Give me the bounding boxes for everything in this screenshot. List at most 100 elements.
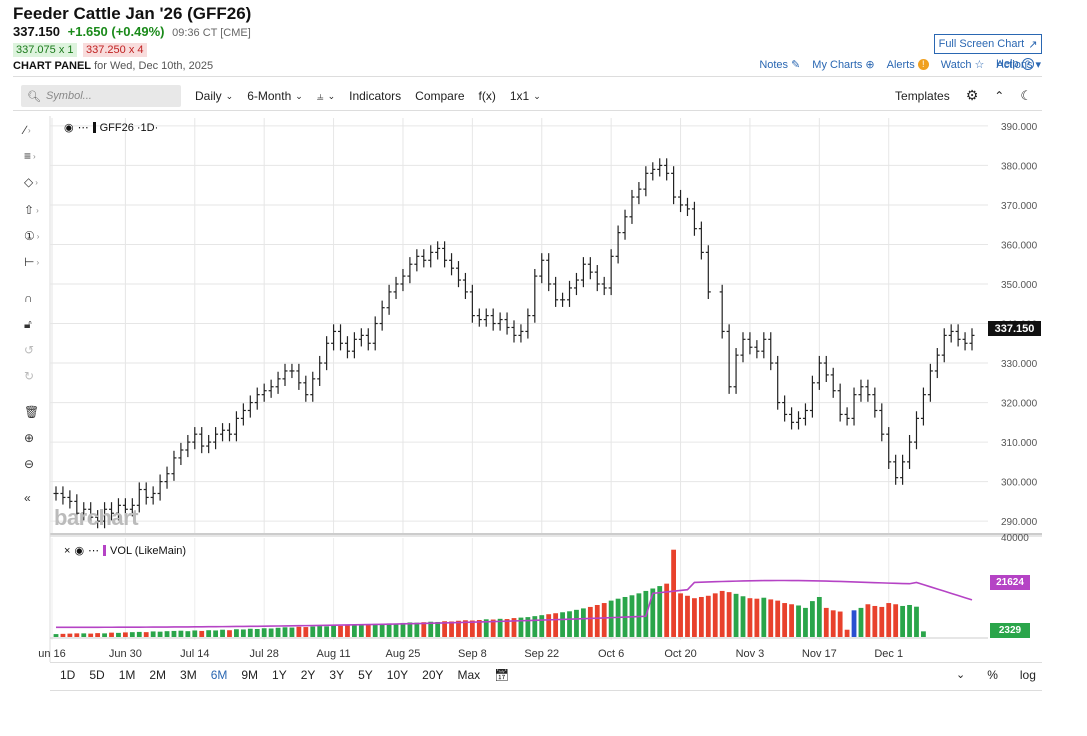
ohlc-bar bbox=[858, 379, 864, 402]
full-screen-chart-button[interactable]: Full Screen Chart ↗ bbox=[934, 34, 1042, 54]
watch-link[interactable]: Watch ☆ bbox=[941, 58, 985, 72]
range-dropdown[interactable]: 6-Month ⌄ bbox=[247, 89, 303, 103]
shape-tool[interactable]: ◇ › bbox=[24, 172, 50, 192]
chevron-down-icon: ⌄ bbox=[327, 90, 336, 101]
volume-bar bbox=[872, 605, 878, 637]
volume-bars bbox=[50, 549, 988, 639]
fib-tool[interactable]: ≡ › bbox=[24, 146, 50, 166]
volume-bar bbox=[712, 593, 718, 637]
volume-bar bbox=[705, 595, 711, 637]
volume-bar bbox=[365, 624, 371, 637]
ohlc-bar bbox=[684, 197, 690, 217]
period-5d[interactable]: 5D bbox=[89, 668, 105, 682]
ohlc-bar bbox=[789, 407, 795, 430]
collapse-up-icon[interactable]: ⌃ bbox=[994, 88, 1005, 103]
x-tick-label: Aug 25 bbox=[386, 648, 421, 660]
dark-mode-moon-icon[interactable]: ☾ bbox=[1020, 87, 1032, 103]
volume-bar bbox=[601, 603, 607, 637]
ohlc-bar bbox=[150, 486, 156, 505]
ohlc-bar bbox=[615, 225, 621, 264]
settings-gear-icon[interactable]: ⚙ bbox=[965, 87, 979, 103]
period-3y[interactable]: 3Y bbox=[329, 668, 345, 682]
y-tick-label: 370.000 bbox=[1001, 201, 1038, 212]
symbol-search-input[interactable]: 🔍︎ Symbol... bbox=[21, 85, 181, 107]
magnet-tool[interactable]: ∩ bbox=[24, 288, 50, 308]
layout-dropdown[interactable]: 1x1 ⌄ bbox=[510, 89, 541, 103]
period-6m[interactable]: 6M bbox=[210, 668, 228, 682]
lock-tool[interactable]: 🔓︎ bbox=[24, 314, 50, 334]
ohlc-bar bbox=[261, 383, 267, 402]
volume-bar bbox=[122, 632, 128, 637]
redo-tool[interactable]: ↻ bbox=[24, 366, 50, 386]
zoom-in-tool[interactable]: ⊕ bbox=[24, 428, 50, 448]
delete-tool[interactable]: 🗑︎ bbox=[24, 402, 50, 422]
ohlc-bar bbox=[331, 324, 337, 351]
period-1d[interactable]: 1D bbox=[60, 668, 76, 682]
ohlc-bar bbox=[553, 276, 559, 307]
period-9m[interactable]: 9M bbox=[241, 668, 259, 682]
period-max[interactable]: Max bbox=[457, 668, 481, 682]
help-link[interactable]: Help ? bbox=[996, 58, 1034, 70]
time-axis: un 16 Jun 30 Jul 14 Jul 28 Aug 11 Aug 25 Sep 8… bbox=[38, 648, 903, 660]
notes-link[interactable]: Notes ✎ bbox=[759, 58, 800, 72]
period-20y[interactable]: 20Y bbox=[422, 668, 444, 682]
ohlc-bar bbox=[247, 395, 253, 418]
volume-bar bbox=[206, 630, 212, 637]
period-1m[interactable]: 1M bbox=[118, 668, 136, 682]
alerts-link[interactable]: Alerts! bbox=[887, 59, 929, 71]
close-icon[interactable]: × bbox=[64, 544, 71, 557]
period-1y[interactable]: 1Y bbox=[272, 668, 287, 682]
period-10y[interactable]: 10Y bbox=[386, 668, 409, 682]
measure-tool[interactable]: ⊢ › bbox=[24, 252, 50, 272]
expand-down-icon[interactable]: ⌄ bbox=[956, 669, 966, 681]
volume-pane-label[interactable]: × ◉ ⋯ VOL (LikeMain) bbox=[64, 544, 186, 558]
log-scale-toggle[interactable]: log bbox=[1019, 668, 1036, 682]
ohlc-bar bbox=[504, 312, 510, 335]
price-change: +1.650 (+0.49%) bbox=[67, 24, 165, 39]
alerts-label: Alerts bbox=[886, 58, 915, 71]
my-charts-link[interactable]: My Charts ⊕ bbox=[812, 58, 874, 72]
period-5y[interactable]: 5Y bbox=[358, 668, 373, 682]
volume-bar bbox=[525, 617, 531, 637]
ohlc-bar bbox=[796, 411, 802, 430]
period-2m[interactable]: 2M bbox=[149, 668, 167, 682]
zoom-out-tool[interactable]: ⊖ bbox=[24, 454, 50, 474]
main-pane-label[interactable]: ◉ ⋯ GFF26 ·1D· bbox=[64, 121, 158, 135]
arrow-tool[interactable]: ⇧ › bbox=[24, 200, 50, 220]
ohlc-bar bbox=[740, 332, 746, 363]
pencil-icon: ↗ bbox=[1028, 38, 1038, 51]
calendar-icon[interactable]: 📅︎ bbox=[494, 668, 510, 682]
ohlc-bar bbox=[344, 336, 350, 359]
indicators-button[interactable]: Indicators bbox=[349, 89, 402, 103]
ohlc-bar bbox=[913, 411, 919, 450]
ohlc-bar bbox=[60, 486, 66, 505]
volume-bar bbox=[220, 629, 225, 637]
trendline-tool[interactable]: ∕ › bbox=[24, 120, 50, 140]
volume-bar bbox=[518, 617, 524, 637]
compare-button[interactable]: Compare bbox=[415, 89, 465, 103]
period-3m[interactable]: 3M bbox=[180, 668, 197, 682]
volume-bar bbox=[213, 630, 219, 637]
volume-bar bbox=[289, 627, 295, 637]
volume-bar bbox=[497, 618, 503, 637]
ohlc-bar bbox=[608, 249, 614, 296]
collapse-tools[interactable]: « bbox=[24, 488, 50, 508]
annotation-tool[interactable]: ① › bbox=[24, 226, 50, 246]
interval-dropdown[interactable]: Daily ⌄ bbox=[195, 89, 233, 103]
volume-bar bbox=[102, 633, 107, 637]
ohlc-bar bbox=[462, 272, 468, 300]
percent-scale-toggle[interactable]: % bbox=[987, 668, 998, 682]
chevron-right-icon: › bbox=[35, 177, 38, 187]
chart-type-dropdown[interactable]: ⫨ ⌄ bbox=[317, 89, 335, 104]
volume-bar bbox=[851, 610, 857, 637]
templates-button[interactable]: Templates bbox=[895, 88, 950, 103]
period-2y[interactable]: 2Y bbox=[300, 668, 316, 682]
ohlc-bar bbox=[893, 454, 899, 485]
ohlc-bar bbox=[171, 450, 177, 481]
undo-tool[interactable]: ↺ bbox=[24, 340, 50, 360]
volume-bar bbox=[331, 625, 336, 637]
ohlc-bar bbox=[636, 182, 642, 205]
ohlc-bar bbox=[802, 403, 808, 426]
fx-button[interactable]: f(x) bbox=[478, 89, 496, 103]
